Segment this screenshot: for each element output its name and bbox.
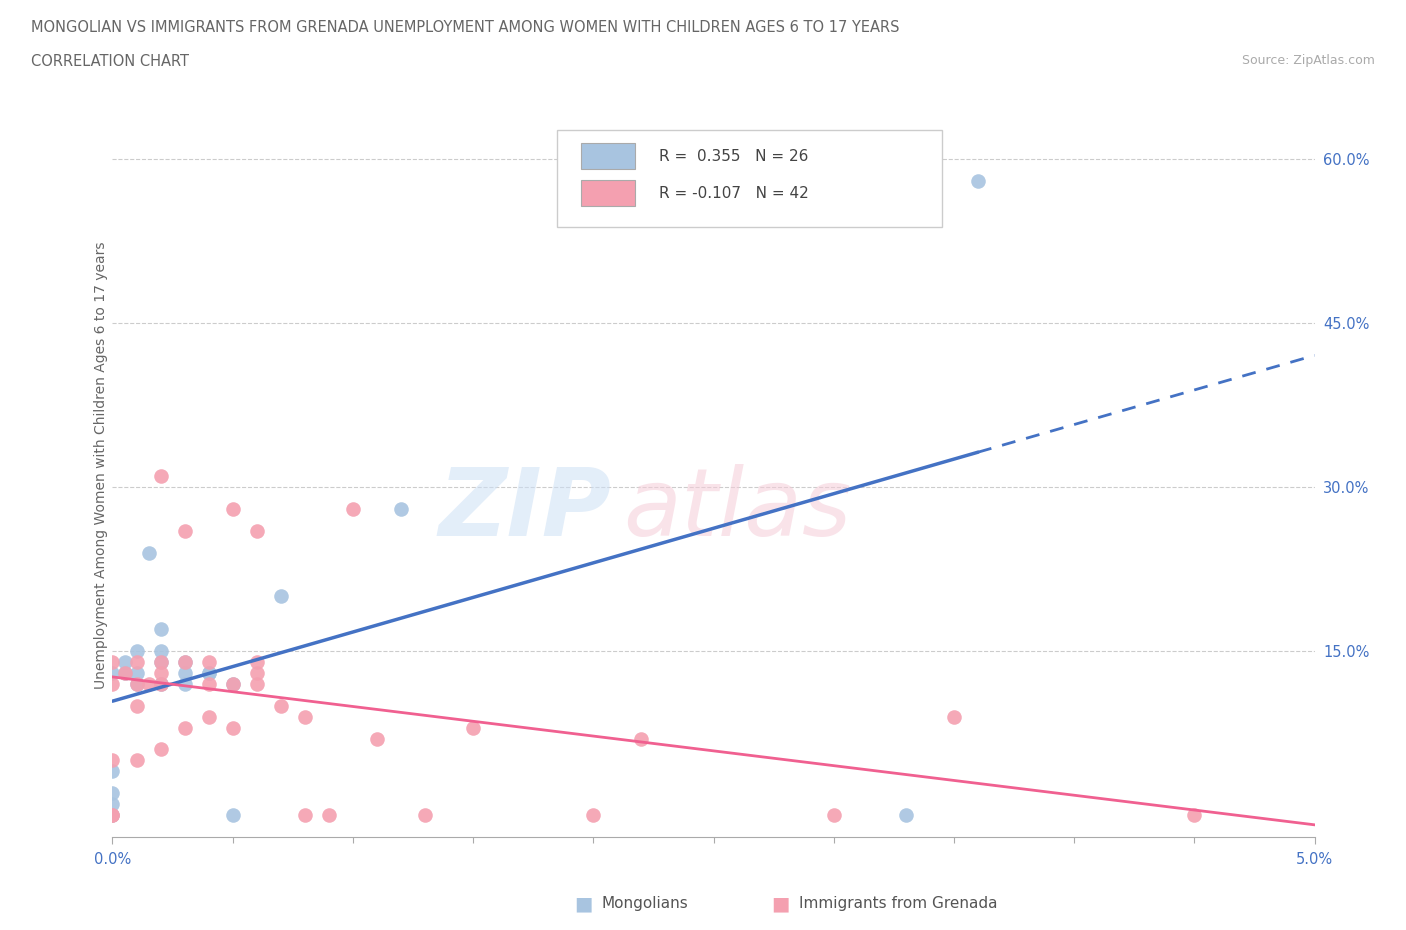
Point <box>125 676 148 691</box>
Point <box>222 720 245 735</box>
Point <box>246 524 269 538</box>
Point <box>222 501 245 516</box>
FancyBboxPatch shape <box>557 130 942 227</box>
Point <box>222 676 245 691</box>
Point <box>270 698 292 713</box>
Point <box>149 621 172 636</box>
Point <box>823 807 845 822</box>
Point <box>138 676 160 691</box>
Point <box>630 731 652 746</box>
Point <box>125 753 148 768</box>
Point <box>246 676 269 691</box>
Point <box>149 655 172 670</box>
Point <box>342 501 364 516</box>
FancyBboxPatch shape <box>581 143 636 169</box>
Point <box>101 797 124 812</box>
Point <box>246 655 269 670</box>
Point <box>149 469 172 484</box>
Point <box>138 545 160 560</box>
Point <box>173 655 195 670</box>
Point <box>967 173 990 188</box>
Y-axis label: Unemployment Among Women with Children Ages 6 to 17 years: Unemployment Among Women with Children A… <box>94 241 108 689</box>
Point <box>101 764 124 778</box>
Point <box>149 676 172 691</box>
Point <box>101 676 124 691</box>
Text: Immigrants from Grenada: Immigrants from Grenada <box>799 897 997 911</box>
Point <box>149 742 172 757</box>
FancyBboxPatch shape <box>581 180 636 206</box>
Point <box>366 731 388 746</box>
Text: ■: ■ <box>574 895 593 913</box>
Point <box>101 666 124 681</box>
Text: R = -0.107   N = 42: R = -0.107 N = 42 <box>659 186 810 201</box>
Point <box>125 644 148 658</box>
Text: R =  0.355   N = 26: R = 0.355 N = 26 <box>659 149 808 164</box>
Point <box>894 807 917 822</box>
Text: ZIP: ZIP <box>439 464 612 555</box>
Point <box>101 807 124 822</box>
Point <box>101 753 124 768</box>
Point <box>1184 807 1206 822</box>
Point <box>125 655 148 670</box>
Point <box>114 666 136 681</box>
Point <box>125 698 148 713</box>
Point <box>197 666 219 681</box>
Point <box>149 666 172 681</box>
Point <box>197 676 219 691</box>
Point <box>101 807 124 822</box>
Point <box>173 655 195 670</box>
Point <box>125 676 148 691</box>
Point <box>149 655 172 670</box>
Point <box>318 807 340 822</box>
Point <box>114 655 136 670</box>
Point <box>173 524 195 538</box>
Point <box>942 710 965 724</box>
Point <box>413 807 436 822</box>
Point <box>222 807 245 822</box>
Point <box>173 666 195 681</box>
Text: Mongolians: Mongolians <box>602 897 689 911</box>
Point <box>582 807 605 822</box>
Text: atlas: atlas <box>623 464 852 555</box>
Text: CORRELATION CHART: CORRELATION CHART <box>31 54 188 69</box>
Point <box>173 720 195 735</box>
Point <box>197 710 219 724</box>
Text: ■: ■ <box>770 895 790 913</box>
Point <box>389 501 412 516</box>
Point <box>270 589 292 604</box>
Point <box>114 666 136 681</box>
Point <box>294 807 316 822</box>
Point <box>149 676 172 691</box>
Point <box>149 644 172 658</box>
Point <box>101 786 124 801</box>
Point <box>125 666 148 681</box>
Point <box>197 666 219 681</box>
Point <box>197 655 219 670</box>
Point <box>246 666 269 681</box>
Point <box>222 676 245 691</box>
Text: MONGOLIAN VS IMMIGRANTS FROM GRENADA UNEMPLOYMENT AMONG WOMEN WITH CHILDREN AGES: MONGOLIAN VS IMMIGRANTS FROM GRENADA UNE… <box>31 20 900 35</box>
Point <box>294 710 316 724</box>
Point <box>101 655 124 670</box>
Text: Source: ZipAtlas.com: Source: ZipAtlas.com <box>1241 54 1375 67</box>
Point <box>173 676 195 691</box>
Point <box>461 720 484 735</box>
Point <box>101 807 124 822</box>
